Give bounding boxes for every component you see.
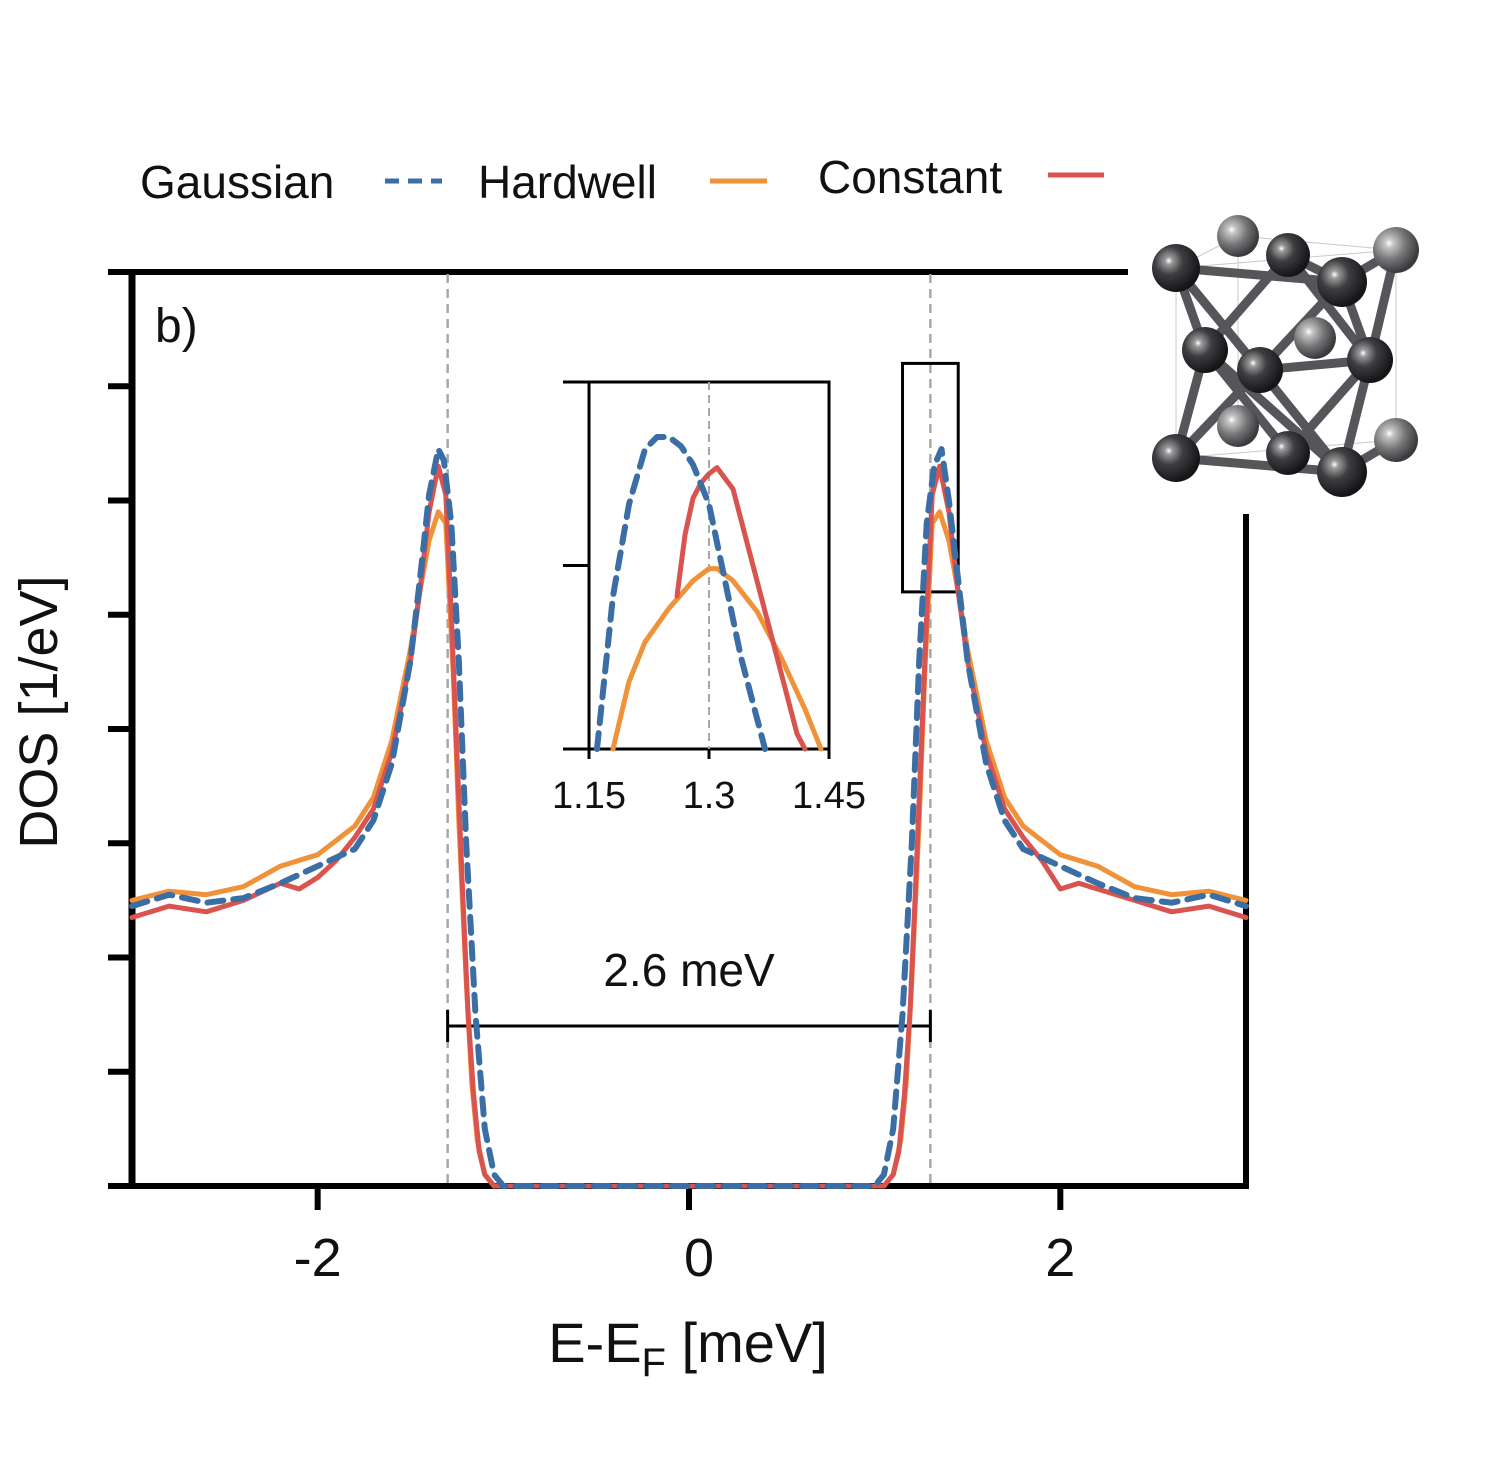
series-line-gaussian xyxy=(129,446,1249,1189)
inset-series-line-hardwell xyxy=(610,566,824,752)
gap-label: 2.6 meV xyxy=(603,944,775,996)
inset-x-ticks: 1.15 1.3 1.45 xyxy=(552,749,866,817)
x-tick-label: -2 xyxy=(294,1228,342,1288)
x-axis-label-subscript: F xyxy=(642,1341,666,1385)
legend-label-gaussian: Gaussian xyxy=(140,156,334,208)
inset-x-tick-label: 1.15 xyxy=(552,775,626,817)
main-axes: -2 0 2 2.6 meV xyxy=(108,269,1249,1288)
panel-label: b) xyxy=(155,300,198,353)
x-tick-label: 2 xyxy=(1045,1228,1075,1288)
inset-x-tick-label: 1.45 xyxy=(792,775,866,817)
x-ticks: -2 0 2 xyxy=(294,1186,1075,1288)
legend-label-hardwell: Hardwell xyxy=(478,156,657,208)
x-axis-label-unit: [meV] xyxy=(666,1311,828,1374)
gap-annotation: 2.6 meV xyxy=(446,944,932,1043)
crystal-structure-icon xyxy=(1152,215,1419,497)
inset-series-line-gaussian xyxy=(594,434,768,752)
x-axis-label: E-EF [meV] xyxy=(548,1311,828,1385)
inset-series-lines xyxy=(594,434,824,752)
inset-y-ticks xyxy=(563,380,589,751)
vertical-reference-lines xyxy=(446,274,932,1186)
main-series-lines xyxy=(129,446,1249,1189)
inset-x-tick-label: 1.3 xyxy=(683,775,736,817)
legend: Gaussian Hardwell Constant xyxy=(140,151,1104,208)
y-ticks xyxy=(108,269,132,1189)
inset-axes: 1.15 1.3 1.45 xyxy=(552,380,866,817)
x-tick-label: 0 xyxy=(684,1228,714,1288)
x-axis-label-main: E-E xyxy=(548,1311,641,1374)
y-axis-label: DOS [1/eV] xyxy=(9,575,69,848)
inset-series-line-constant xyxy=(674,465,808,752)
legend-label-constant: Constant xyxy=(818,151,1002,203)
